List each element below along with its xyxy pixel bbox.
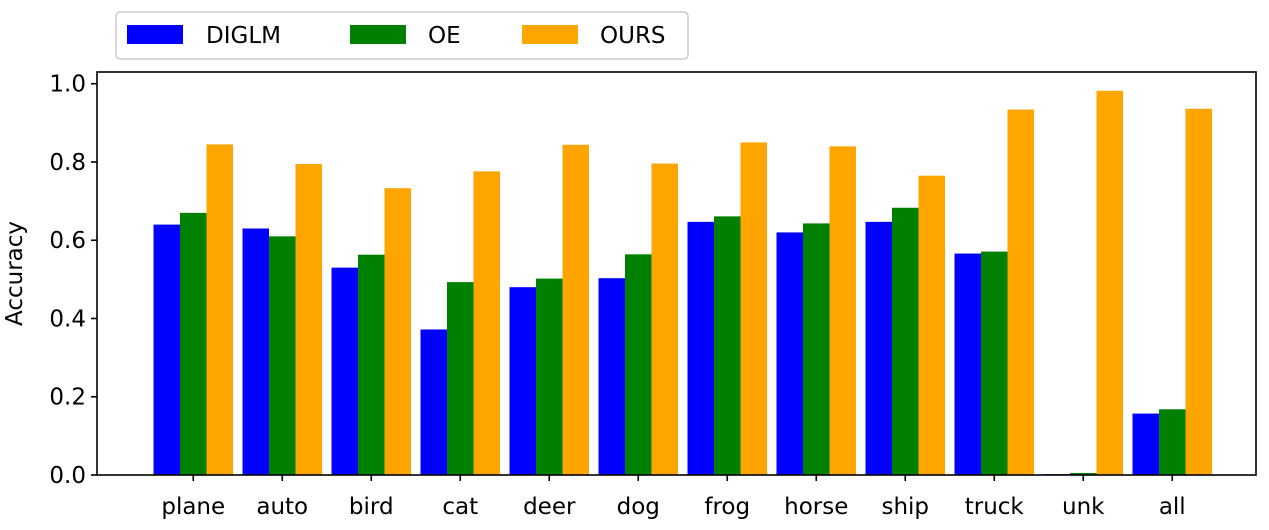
x-tick-label-bird: bird (349, 494, 394, 520)
bar-diglm-auto (242, 228, 269, 475)
x-tick-label-unk: unk (1062, 494, 1105, 520)
bar-oe-dog (625, 254, 652, 475)
bar-ours-bird (384, 188, 411, 476)
axes-layer: 0.0 0.2 0.4 0.6 0.8 1.0 plane auto bird cat deer do… (2, 71, 1257, 520)
bar-oe-truck (981, 251, 1008, 475)
bar-oe-frog (714, 216, 741, 475)
bar-oe-deer (536, 278, 563, 475)
bar-diglm-frog (687, 221, 714, 475)
y-tick-label: 0.8 (49, 150, 86, 176)
bar-ours-deer (562, 144, 589, 475)
bar-oe-auto (269, 236, 296, 475)
legend-label-oe: OE (428, 23, 461, 49)
x-tick-label-frog: frog (704, 494, 750, 520)
x-tick-label-deer: deer (523, 494, 576, 520)
bar-oe-horse (803, 223, 830, 475)
bar-oe-ship (892, 207, 919, 476)
bar-ours-ship (918, 175, 945, 476)
bar-diglm-bird (331, 267, 358, 475)
bar-diglm-truck (954, 253, 981, 475)
x-tick-label-auto: auto (256, 494, 308, 520)
legend-swatch-ours (522, 25, 578, 44)
bar-ours-cat (473, 171, 500, 475)
x-tick-label-cat: cat (442, 494, 478, 520)
bar-diglm-dog (598, 278, 625, 475)
bar-oe-all (1159, 409, 1186, 475)
bar-ours-truck (1007, 109, 1034, 476)
x-tick-label-ship: ship (881, 494, 929, 520)
bar-diglm-horse (776, 232, 803, 475)
bar-ours-frog (740, 142, 767, 475)
x-tick-label-all: all (1159, 494, 1186, 520)
bar-ours-plane (206, 144, 233, 476)
x-tick-label-truck: truck (965, 494, 1025, 520)
y-tick-label: 0.0 (49, 463, 86, 489)
bar-ours-horse (829, 146, 856, 475)
legend-label-ours: OURS (600, 23, 666, 49)
x-tick-label-horse: horse (784, 494, 848, 520)
bar-ours-auto (295, 163, 322, 476)
bar-oe-bird (358, 254, 385, 475)
x-tick-label-dog: dog (617, 494, 660, 520)
plot-frame (96, 71, 1257, 476)
y-tick-label: 0.4 (49, 306, 86, 332)
bar-diglm-cat (420, 329, 447, 475)
legend: DIGLM OE OURS (115, 11, 689, 60)
y-tick-label: 0.2 (49, 385, 86, 411)
bar-diglm-deer (509, 287, 536, 475)
bar-diglm-plane (153, 224, 180, 475)
bar-ours-all (1185, 108, 1212, 476)
y-tick-label: 0.6 (49, 228, 86, 254)
legend-swatch-oe (350, 25, 406, 44)
bar-oe-unk (1070, 473, 1097, 475)
y-axis-label: Accuracy (2, 221, 28, 326)
y-tick-label: 1.0 (49, 72, 86, 98)
bar-diglm-all (1132, 413, 1159, 475)
bar-oe-plane (180, 212, 207, 475)
legend-swatch-diglm (127, 25, 183, 44)
bar-oe-cat (447, 282, 474, 475)
bar-ours-unk (1096, 90, 1123, 476)
bar-ours-dog (651, 163, 678, 475)
legend-label-diglm: DIGLM (206, 23, 281, 49)
bars-layer (153, 90, 1212, 476)
x-tick-label-plane: plane (161, 494, 225, 520)
bar-diglm-ship (865, 221, 892, 475)
